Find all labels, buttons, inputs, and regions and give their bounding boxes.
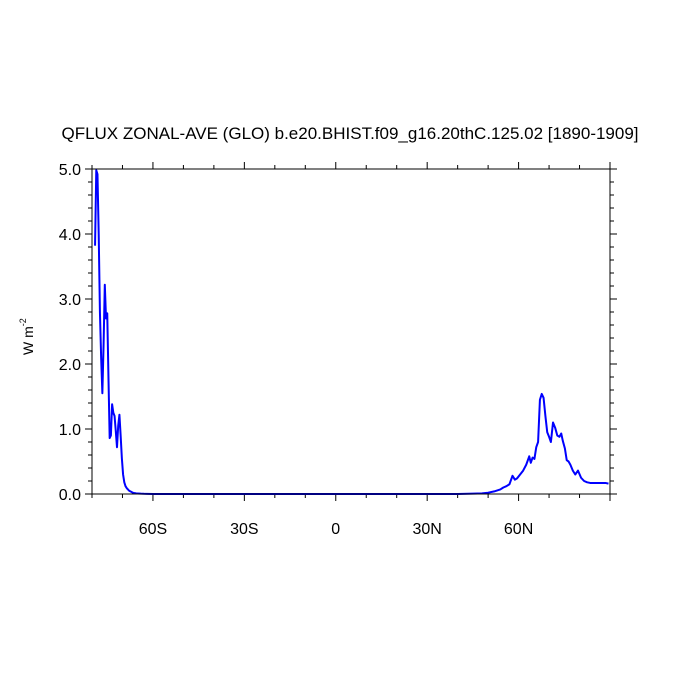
axis-ticks <box>85 162 617 501</box>
chart-title: QFLUX ZONAL-AVE (GLO) b.e20.BHIST.f09_g1… <box>61 124 639 143</box>
x-tick-label: 60N <box>504 521 533 538</box>
y-tick-label: 4.0 <box>59 227 81 244</box>
y-tick-label: 3.0 <box>59 292 81 309</box>
axis-tick-labels: 0.0 1.0 2.0 3.0 4.0 5.0 60S 30S 0 30N 60N <box>59 162 534 538</box>
x-tick-label: 0 <box>331 521 340 538</box>
series-line <box>94 169 609 495</box>
y-tick-label: 2.0 <box>59 357 81 374</box>
x-tick-label: 30S <box>230 521 258 538</box>
y-axis-label: W m-2 <box>18 318 36 355</box>
y-tick-label: 0.0 <box>59 487 81 504</box>
y-axis-label-text: W m <box>20 326 36 355</box>
plot-frame <box>91 168 611 495</box>
y-tick-label: 5.0 <box>59 162 81 179</box>
y-tick-label: 1.0 <box>59 422 81 439</box>
x-tick-label: 30N <box>412 521 441 538</box>
y-axis-label-exponent: -2 <box>18 318 28 326</box>
x-tick-label: 60S <box>139 521 167 538</box>
